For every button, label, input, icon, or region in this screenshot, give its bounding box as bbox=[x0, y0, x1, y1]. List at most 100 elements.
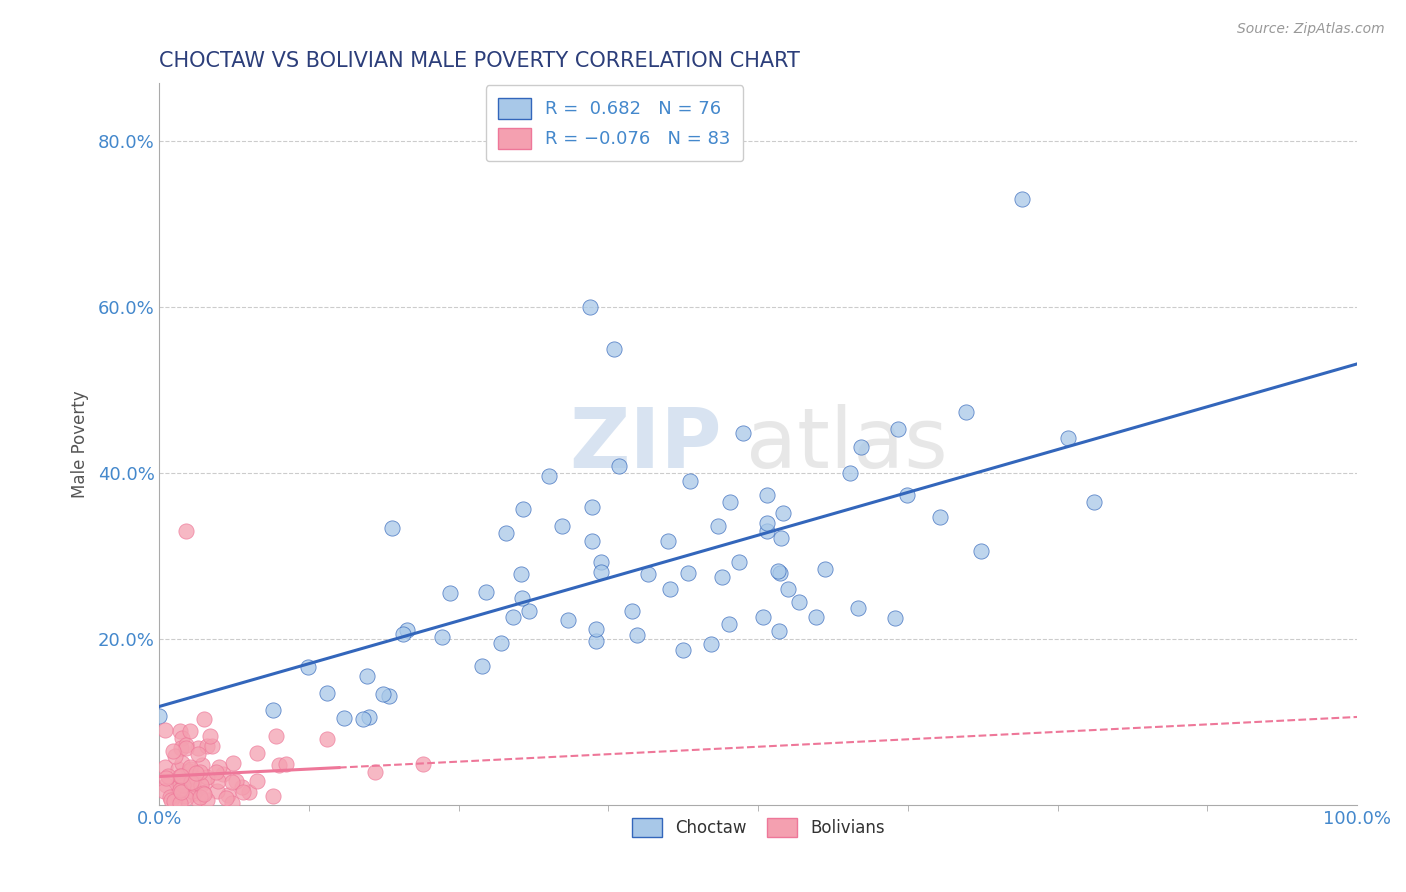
Point bbox=[155, 759, 177, 773]
Point bbox=[170, 780, 193, 794]
Point bbox=[579, 301, 602, 315]
Point bbox=[378, 689, 401, 703]
Point bbox=[231, 780, 253, 794]
Point bbox=[364, 764, 387, 779]
Point bbox=[166, 776, 188, 790]
Point bbox=[170, 756, 193, 770]
Point bbox=[180, 774, 202, 789]
Point bbox=[412, 756, 434, 771]
Point bbox=[201, 739, 224, 753]
Point bbox=[166, 789, 188, 803]
Point bbox=[169, 769, 191, 783]
Point bbox=[352, 712, 374, 726]
Point bbox=[316, 731, 339, 746]
Point bbox=[883, 610, 905, 624]
Point bbox=[756, 487, 779, 501]
Point bbox=[672, 643, 695, 657]
Point bbox=[155, 771, 177, 785]
Text: ZIP: ZIP bbox=[569, 404, 723, 484]
Point bbox=[193, 712, 215, 726]
Point bbox=[169, 783, 191, 797]
Point bbox=[470, 659, 492, 673]
Point bbox=[174, 524, 197, 539]
Point bbox=[804, 610, 827, 624]
Point bbox=[179, 723, 201, 738]
Point bbox=[551, 519, 574, 533]
Point bbox=[163, 794, 186, 808]
Point bbox=[207, 774, 229, 789]
Text: atlas: atlas bbox=[747, 404, 948, 484]
Point bbox=[395, 624, 418, 638]
Point bbox=[495, 526, 517, 541]
Point bbox=[169, 777, 191, 791]
Point bbox=[173, 789, 195, 803]
Point bbox=[221, 775, 243, 789]
Point bbox=[205, 764, 228, 779]
Point bbox=[181, 776, 204, 790]
Point bbox=[170, 731, 193, 746]
Point bbox=[1057, 431, 1080, 445]
Point bbox=[186, 747, 208, 762]
Point bbox=[200, 729, 222, 743]
Point bbox=[183, 787, 205, 801]
Point bbox=[181, 781, 204, 796]
Point bbox=[851, 440, 873, 454]
Point bbox=[637, 567, 659, 582]
Point bbox=[212, 767, 235, 781]
Point bbox=[238, 784, 260, 798]
Point bbox=[187, 740, 209, 755]
Point bbox=[707, 519, 730, 533]
Point bbox=[787, 595, 810, 609]
Point bbox=[195, 773, 218, 788]
Point bbox=[557, 613, 579, 627]
Text: CHOCTAW VS BOLIVIAN MALE POVERTY CORRELATION CHART: CHOCTAW VS BOLIVIAN MALE POVERTY CORRELA… bbox=[159, 51, 800, 70]
Point bbox=[658, 582, 681, 596]
Point bbox=[180, 770, 202, 784]
Point bbox=[266, 730, 288, 744]
Y-axis label: Male Poverty: Male Poverty bbox=[72, 391, 89, 498]
Point bbox=[769, 566, 792, 580]
Point bbox=[177, 764, 200, 779]
Point bbox=[538, 469, 561, 483]
Point bbox=[193, 787, 215, 801]
Point bbox=[929, 509, 952, 524]
Point bbox=[159, 793, 181, 807]
Point bbox=[246, 773, 269, 788]
Point bbox=[776, 582, 799, 596]
Point bbox=[174, 741, 197, 756]
Point bbox=[838, 466, 860, 480]
Point bbox=[217, 788, 239, 802]
Point bbox=[756, 524, 779, 538]
Point bbox=[180, 762, 202, 776]
Point bbox=[225, 774, 247, 789]
Point bbox=[887, 422, 910, 436]
Point bbox=[970, 544, 993, 558]
Point bbox=[357, 710, 380, 724]
Point bbox=[174, 790, 197, 805]
Point bbox=[591, 555, 613, 569]
Point bbox=[179, 760, 201, 774]
Point bbox=[1083, 495, 1105, 509]
Point bbox=[621, 604, 644, 618]
Point bbox=[215, 791, 238, 805]
Point bbox=[510, 591, 533, 605]
Point bbox=[181, 784, 204, 798]
Point bbox=[187, 792, 209, 806]
Point bbox=[772, 506, 794, 520]
Text: Source: ZipAtlas.com: Source: ZipAtlas.com bbox=[1237, 22, 1385, 37]
Point bbox=[169, 774, 191, 789]
Point bbox=[769, 531, 792, 545]
Point bbox=[190, 758, 212, 772]
Point bbox=[391, 627, 413, 641]
Point bbox=[581, 534, 603, 549]
Point bbox=[163, 749, 186, 764]
Point bbox=[190, 789, 212, 804]
Point bbox=[180, 769, 202, 783]
Point bbox=[207, 784, 229, 798]
Point bbox=[603, 342, 626, 356]
Point bbox=[502, 610, 524, 624]
Point bbox=[591, 565, 613, 579]
Point bbox=[430, 630, 453, 644]
Point bbox=[585, 622, 607, 636]
Point bbox=[768, 624, 790, 638]
